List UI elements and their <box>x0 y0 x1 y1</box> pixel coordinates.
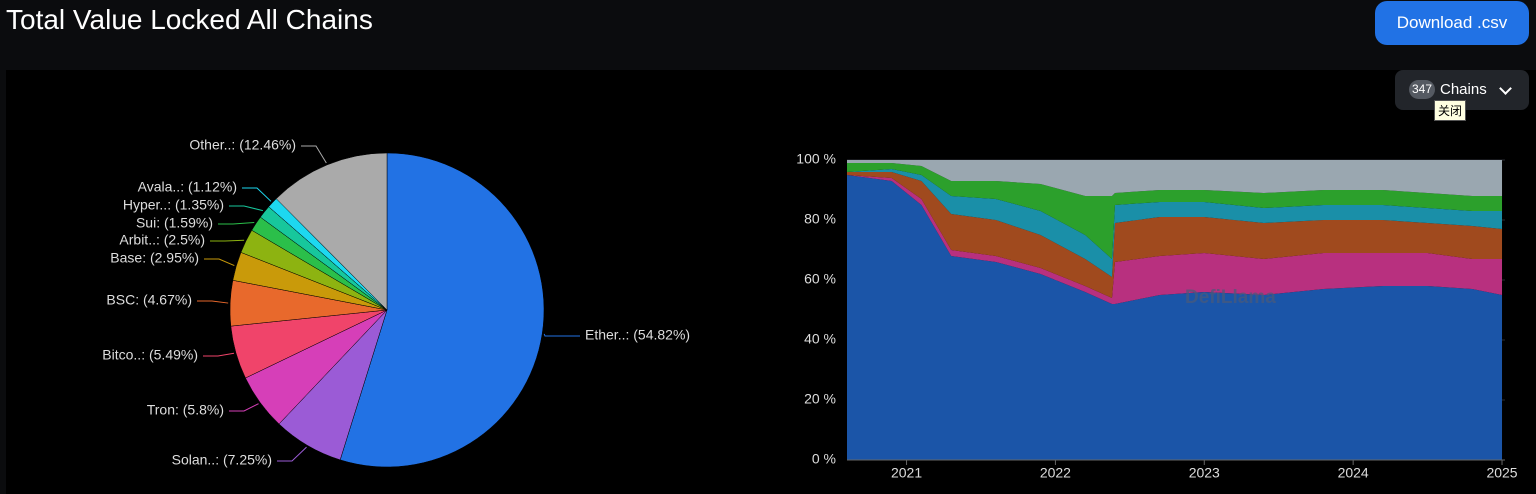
tooltip: 关闭 <box>1434 100 1467 121</box>
pie-label: Sui: (1.59%) <box>136 215 213 231</box>
pie-label: BSC: (4.67%) <box>106 292 192 308</box>
pie-slice <box>339 152 545 468</box>
x-tick-label: 2022 <box>1040 465 1071 481</box>
watermark: DefiLlama <box>1185 287 1276 308</box>
pie-label: Bitco..: (5.49%) <box>102 347 198 363</box>
area-band <box>847 163 1503 259</box>
chain-count: 347 <box>1409 80 1435 99</box>
leader-line <box>210 239 245 242</box>
area-band <box>847 175 1503 460</box>
leader-line <box>203 352 235 357</box>
y-tick-label: 60 % <box>804 271 836 287</box>
leader-line <box>204 258 235 267</box>
y-tick-label: 0 % <box>812 451 836 467</box>
leader-line <box>229 205 263 212</box>
pie-slice <box>275 152 388 311</box>
area-band <box>847 175 1503 304</box>
leader-line <box>301 145 327 164</box>
x-tick-label: 2025 <box>1486 465 1517 481</box>
pie-label: Solan..: (7.25%) <box>172 452 272 468</box>
pie-label: Tron: (5.8%) <box>147 402 224 418</box>
pie-label: Arbit..: (2.5%) <box>119 232 205 248</box>
page-title: Total Value Locked All Chains <box>6 4 373 35</box>
y-tick-label: 100 % <box>796 151 836 167</box>
pie-label: Base: (2.95%) <box>110 250 199 266</box>
leader-line <box>197 300 229 304</box>
y-tick-label: 40 % <box>804 331 836 347</box>
leader-line <box>242 187 272 202</box>
pie-label: Ether..: (54.82%) <box>585 327 690 343</box>
chevron <box>1499 82 1512 95</box>
leader-line <box>229 403 259 412</box>
area-band <box>847 160 1503 196</box>
y-tick-label: 80 % <box>804 211 836 227</box>
leader-line <box>277 446 307 462</box>
y-tick-label: 20 % <box>804 391 836 407</box>
area-band <box>847 172 1503 298</box>
pie-label: Hyper..: (1.35%) <box>123 197 224 213</box>
leader-line <box>543 333 580 337</box>
download-button[interactable]: Download .csv <box>1375 1 1529 45</box>
chains-label: Chains <box>1440 81 1487 98</box>
x-tick-label: 2023 <box>1189 465 1220 481</box>
pie-label: Other..: (12.46%) <box>189 137 296 153</box>
leader-line <box>218 221 255 225</box>
x-tick-label: 2021 <box>891 465 922 481</box>
pie-label: Avala..: (1.12%) <box>138 179 237 195</box>
x-tick-label: 2024 <box>1338 465 1369 481</box>
